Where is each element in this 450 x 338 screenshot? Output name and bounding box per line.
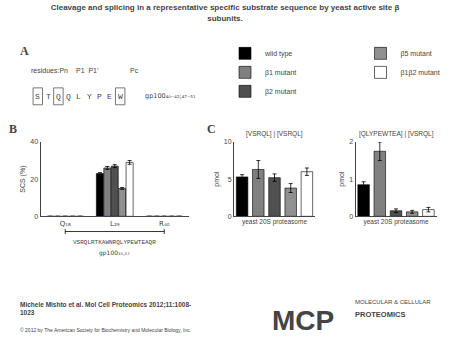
svg-text:Pc: Pc	[130, 67, 139, 74]
svg-text:β1 mutant: β1 mutant	[265, 69, 296, 77]
svg-text:Cleavage and splicing in a rep: Cleavage and splicing in a representativ…	[51, 3, 400, 22]
svg-text:L: L	[76, 92, 81, 101]
svg-text:[QLYPEWTEA] | [VSRQL]: [QLYPEWTEA] | [VSRQL]	[359, 130, 434, 138]
svg-text:20: 20	[30, 176, 38, 183]
svg-text:B: B	[9, 122, 17, 136]
svg-text:S: S	[35, 92, 40, 101]
svg-text:R₄₀: R₄₀	[159, 220, 170, 228]
svg-text:gp100₃₅,₅₇: gp100₃₅,₅₇	[99, 249, 130, 257]
svg-text:residues:Pn: residues:Pn	[31, 67, 68, 74]
svg-text:P1 P1’: P1 P1’	[76, 67, 99, 74]
svg-text:T: T	[46, 92, 51, 101]
svg-text:5: 5	[228, 176, 232, 183]
svg-text:SCS (%): SCS (%)	[19, 166, 27, 193]
svg-text:P: P	[97, 92, 102, 101]
svg-text:Q₁₈: Q₁₈	[60, 220, 71, 228]
svg-text:W: W	[118, 92, 123, 101]
svg-text:Q: Q	[66, 92, 71, 101]
svg-text:1: 1	[349, 176, 353, 183]
svg-text:Y: Y	[87, 92, 92, 101]
svg-text:pmol: pmol	[213, 171, 221, 187]
svg-text:VSRQLRTKAWNRQLYPEWTEAQR: VSRQLRTKAWNRQLYPEWTEAQR	[73, 239, 156, 246]
svg-text:wild type: wild type	[264, 50, 292, 58]
svg-text:10: 10	[224, 138, 232, 145]
svg-text:Michele Mishto et al. Mol Cell: Michele Mishto et al. Mol Cell Proteomic…	[20, 301, 191, 316]
svg-text:PROTEOMICS: PROTEOMICS	[355, 310, 405, 319]
svg-text:β5 mutant: β5 mutant	[401, 50, 432, 58]
svg-text:[VSRQL] | [VSRQL]: [VSRQL] | [VSRQL]	[246, 130, 303, 138]
svg-text:MCP: MCP	[272, 305, 334, 336]
svg-text:L₂₉: L₂₉	[110, 220, 120, 228]
svg-text:pmol: pmol	[338, 171, 346, 187]
svg-text:E: E	[107, 92, 112, 101]
svg-text:0: 0	[349, 213, 353, 220]
svg-text:© 2012 by The American Society: © 2012 by The American Society for Bioch…	[20, 327, 191, 333]
svg-text:A: A	[20, 44, 29, 58]
svg-text:β2 mutant: β2 mutant	[265, 88, 296, 96]
svg-text:40: 40	[30, 138, 38, 145]
svg-text:Q: Q	[56, 92, 61, 101]
svg-text:MOLECULAR & CELLULAR: MOLECULAR & CELLULAR	[355, 299, 431, 305]
svg-text:0: 0	[228, 213, 232, 220]
svg-text:gp100₄₀₋₄₂;₄₇₋₅₁: gp100₄₀₋₄₂;₄₇₋₅₁	[145, 92, 196, 100]
svg-text:0: 0	[34, 213, 38, 220]
svg-text:β1β2 mutant: β1β2 mutant	[401, 69, 440, 77]
svg-text:yeast 20S proteasome: yeast 20S proteasome	[242, 218, 307, 226]
svg-text:2: 2	[349, 138, 353, 145]
svg-text:C: C	[207, 122, 216, 136]
svg-text:yeast 20S proteasome: yeast 20S proteasome	[363, 218, 428, 226]
